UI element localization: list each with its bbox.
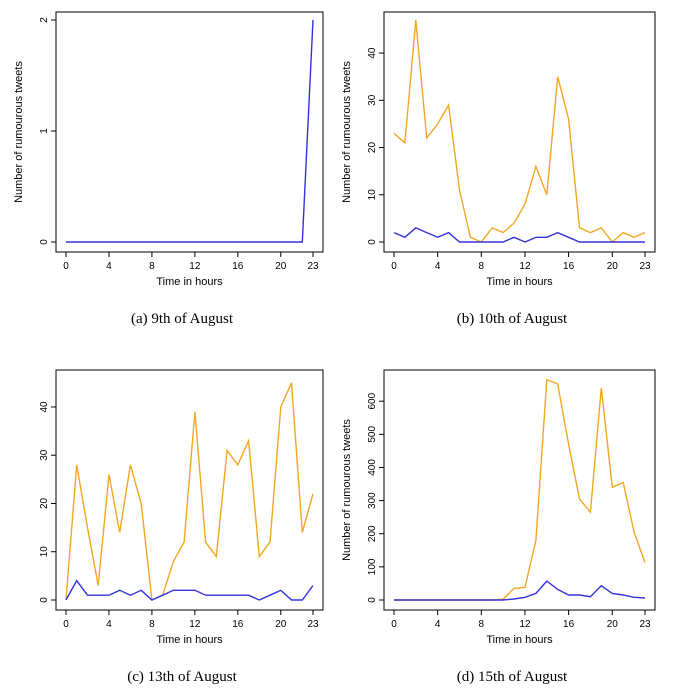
x-tick-label: 4 [435, 619, 441, 630]
plot-frame [383, 11, 656, 253]
y-tick-label: 300 [367, 492, 378, 509]
plot-frame [383, 369, 656, 611]
x-tick-label: 23 [307, 619, 319, 630]
y-tick-label: 0 [39, 239, 50, 245]
y-axis-label: Number of rumourous tweets [13, 61, 25, 203]
y-tick-label: 0 [367, 597, 378, 603]
y-tick-label: 10 [39, 546, 50, 558]
x-axis-label: Time in hours [486, 276, 553, 288]
chart-panel-3: 0 4 8 12 16 20 23 0 10 20 30 40 Time in hours (c) 13t… [39, 369, 324, 685]
x-tick-label: 4 [435, 261, 441, 272]
x-axis-label: Time in hours [156, 276, 223, 288]
y-tick-label: 2 [39, 17, 50, 23]
y-tick-label: 10 [367, 189, 378, 201]
x-tick-label: 16 [232, 619, 244, 630]
y-tick-label: 20 [39, 497, 50, 509]
plot-frame [55, 11, 324, 253]
x-tick-label: 0 [63, 261, 69, 272]
x-tick-label: 4 [106, 619, 112, 630]
x-axis-label: Time in hours [486, 634, 553, 646]
series-line-orange [393, 19, 646, 244]
x-tick-label: 8 [149, 619, 155, 630]
x-tick-label: 20 [607, 619, 619, 630]
panel-caption: (a) 9th of August [131, 311, 234, 327]
y-tick-label: 200 [367, 525, 378, 542]
x-tick-label: 20 [607, 261, 619, 272]
y-axis-label: Number of rumourous tweets [341, 419, 353, 561]
x-tick-label: 0 [391, 261, 397, 272]
x-tick-label: 8 [479, 619, 485, 630]
chart-panel-4: 0 4 8 12 16 20 23 0 100 200 300 400 500 600 Time in ho… [341, 369, 656, 685]
y-tick-label: 600 [367, 392, 378, 409]
x-tick-label: 0 [63, 619, 69, 630]
x-tick-label: 4 [106, 261, 112, 272]
x-tick-label: 23 [307, 261, 319, 272]
panel-caption: (b) 10th of August [457, 311, 568, 327]
panel-caption: (d) 15th of August [457, 669, 568, 685]
chart-panel-2: 0 4 8 12 16 20 23 0 10 20 30 40 Time in hours Number … [341, 11, 656, 327]
x-tick-label: 16 [563, 261, 575, 272]
y-tick-label: 0 [367, 239, 378, 245]
series-line-orange [394, 378, 646, 601]
x-tick-label: 8 [479, 261, 485, 272]
x-tick-label: 16 [563, 619, 575, 630]
y-tick-label: 40 [39, 401, 50, 413]
x-tick-label: 23 [639, 619, 651, 630]
x-tick-label: 0 [391, 619, 397, 630]
series-line-blue [66, 19, 314, 243]
x-tick-label: 12 [189, 619, 201, 630]
x-tick-label: 16 [232, 261, 244, 272]
y-tick-label: 30 [367, 94, 378, 106]
y-tick-label: 20 [367, 142, 378, 154]
series-line-blue [394, 580, 646, 601]
x-tick-label: 12 [519, 619, 531, 630]
x-tick-label: 20 [275, 261, 287, 272]
y-tick-label: 0 [39, 597, 50, 603]
x-tick-label: 8 [149, 261, 155, 272]
panel-caption: (c) 13th of August [127, 669, 237, 685]
series-line-blue [393, 226, 645, 243]
y-tick-label: 100 [367, 558, 378, 575]
y-tick-label: 40 [367, 47, 378, 59]
x-tick-label: 20 [275, 619, 287, 630]
x-tick-label: 12 [519, 261, 531, 272]
y-tick-label: 1 [39, 128, 50, 134]
y-tick-label: 30 [39, 449, 50, 461]
series-line-orange [65, 382, 314, 602]
y-tick-label: 400 [367, 459, 378, 476]
x-tick-label: 12 [189, 261, 201, 272]
y-axis-label: Number of rumourous tweets [341, 61, 353, 203]
x-axis-label: Time in hours [156, 634, 223, 646]
plot-frame [55, 369, 324, 611]
series-line-blue [65, 579, 314, 601]
x-tick-label: 23 [639, 261, 651, 272]
y-tick-label: 500 [367, 426, 378, 443]
